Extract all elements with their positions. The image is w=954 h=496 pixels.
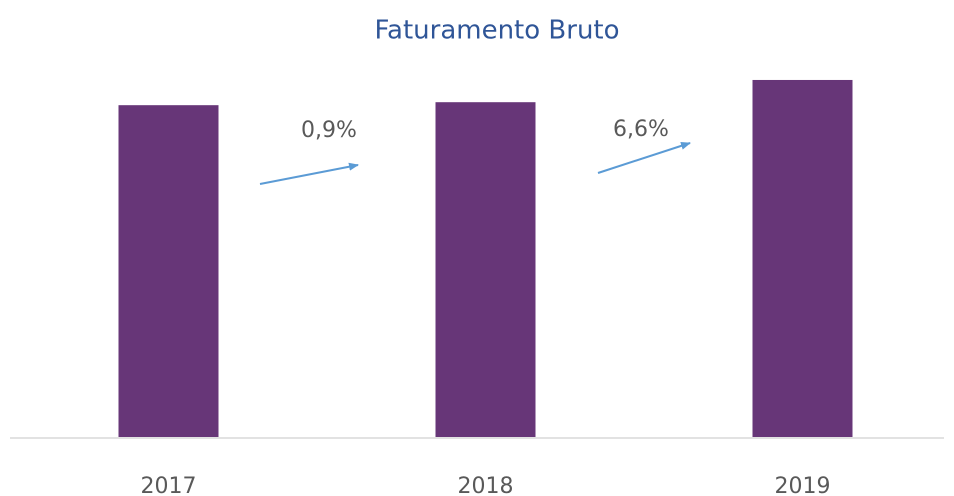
bar <box>435 102 536 437</box>
annotation: 6,6% <box>613 117 669 142</box>
bar <box>118 105 219 437</box>
x-tick-label: 2018 <box>458 474 514 496</box>
growth-arrow <box>259 162 359 185</box>
growth-arrow <box>597 141 691 174</box>
chart-title: Faturamento Bruto <box>374 16 619 46</box>
bar <box>752 79 853 438</box>
x-tick-label: 2019 <box>775 474 831 496</box>
annotation: 0,9% <box>301 118 357 143</box>
x-tick-label: 2017 <box>141 474 197 496</box>
